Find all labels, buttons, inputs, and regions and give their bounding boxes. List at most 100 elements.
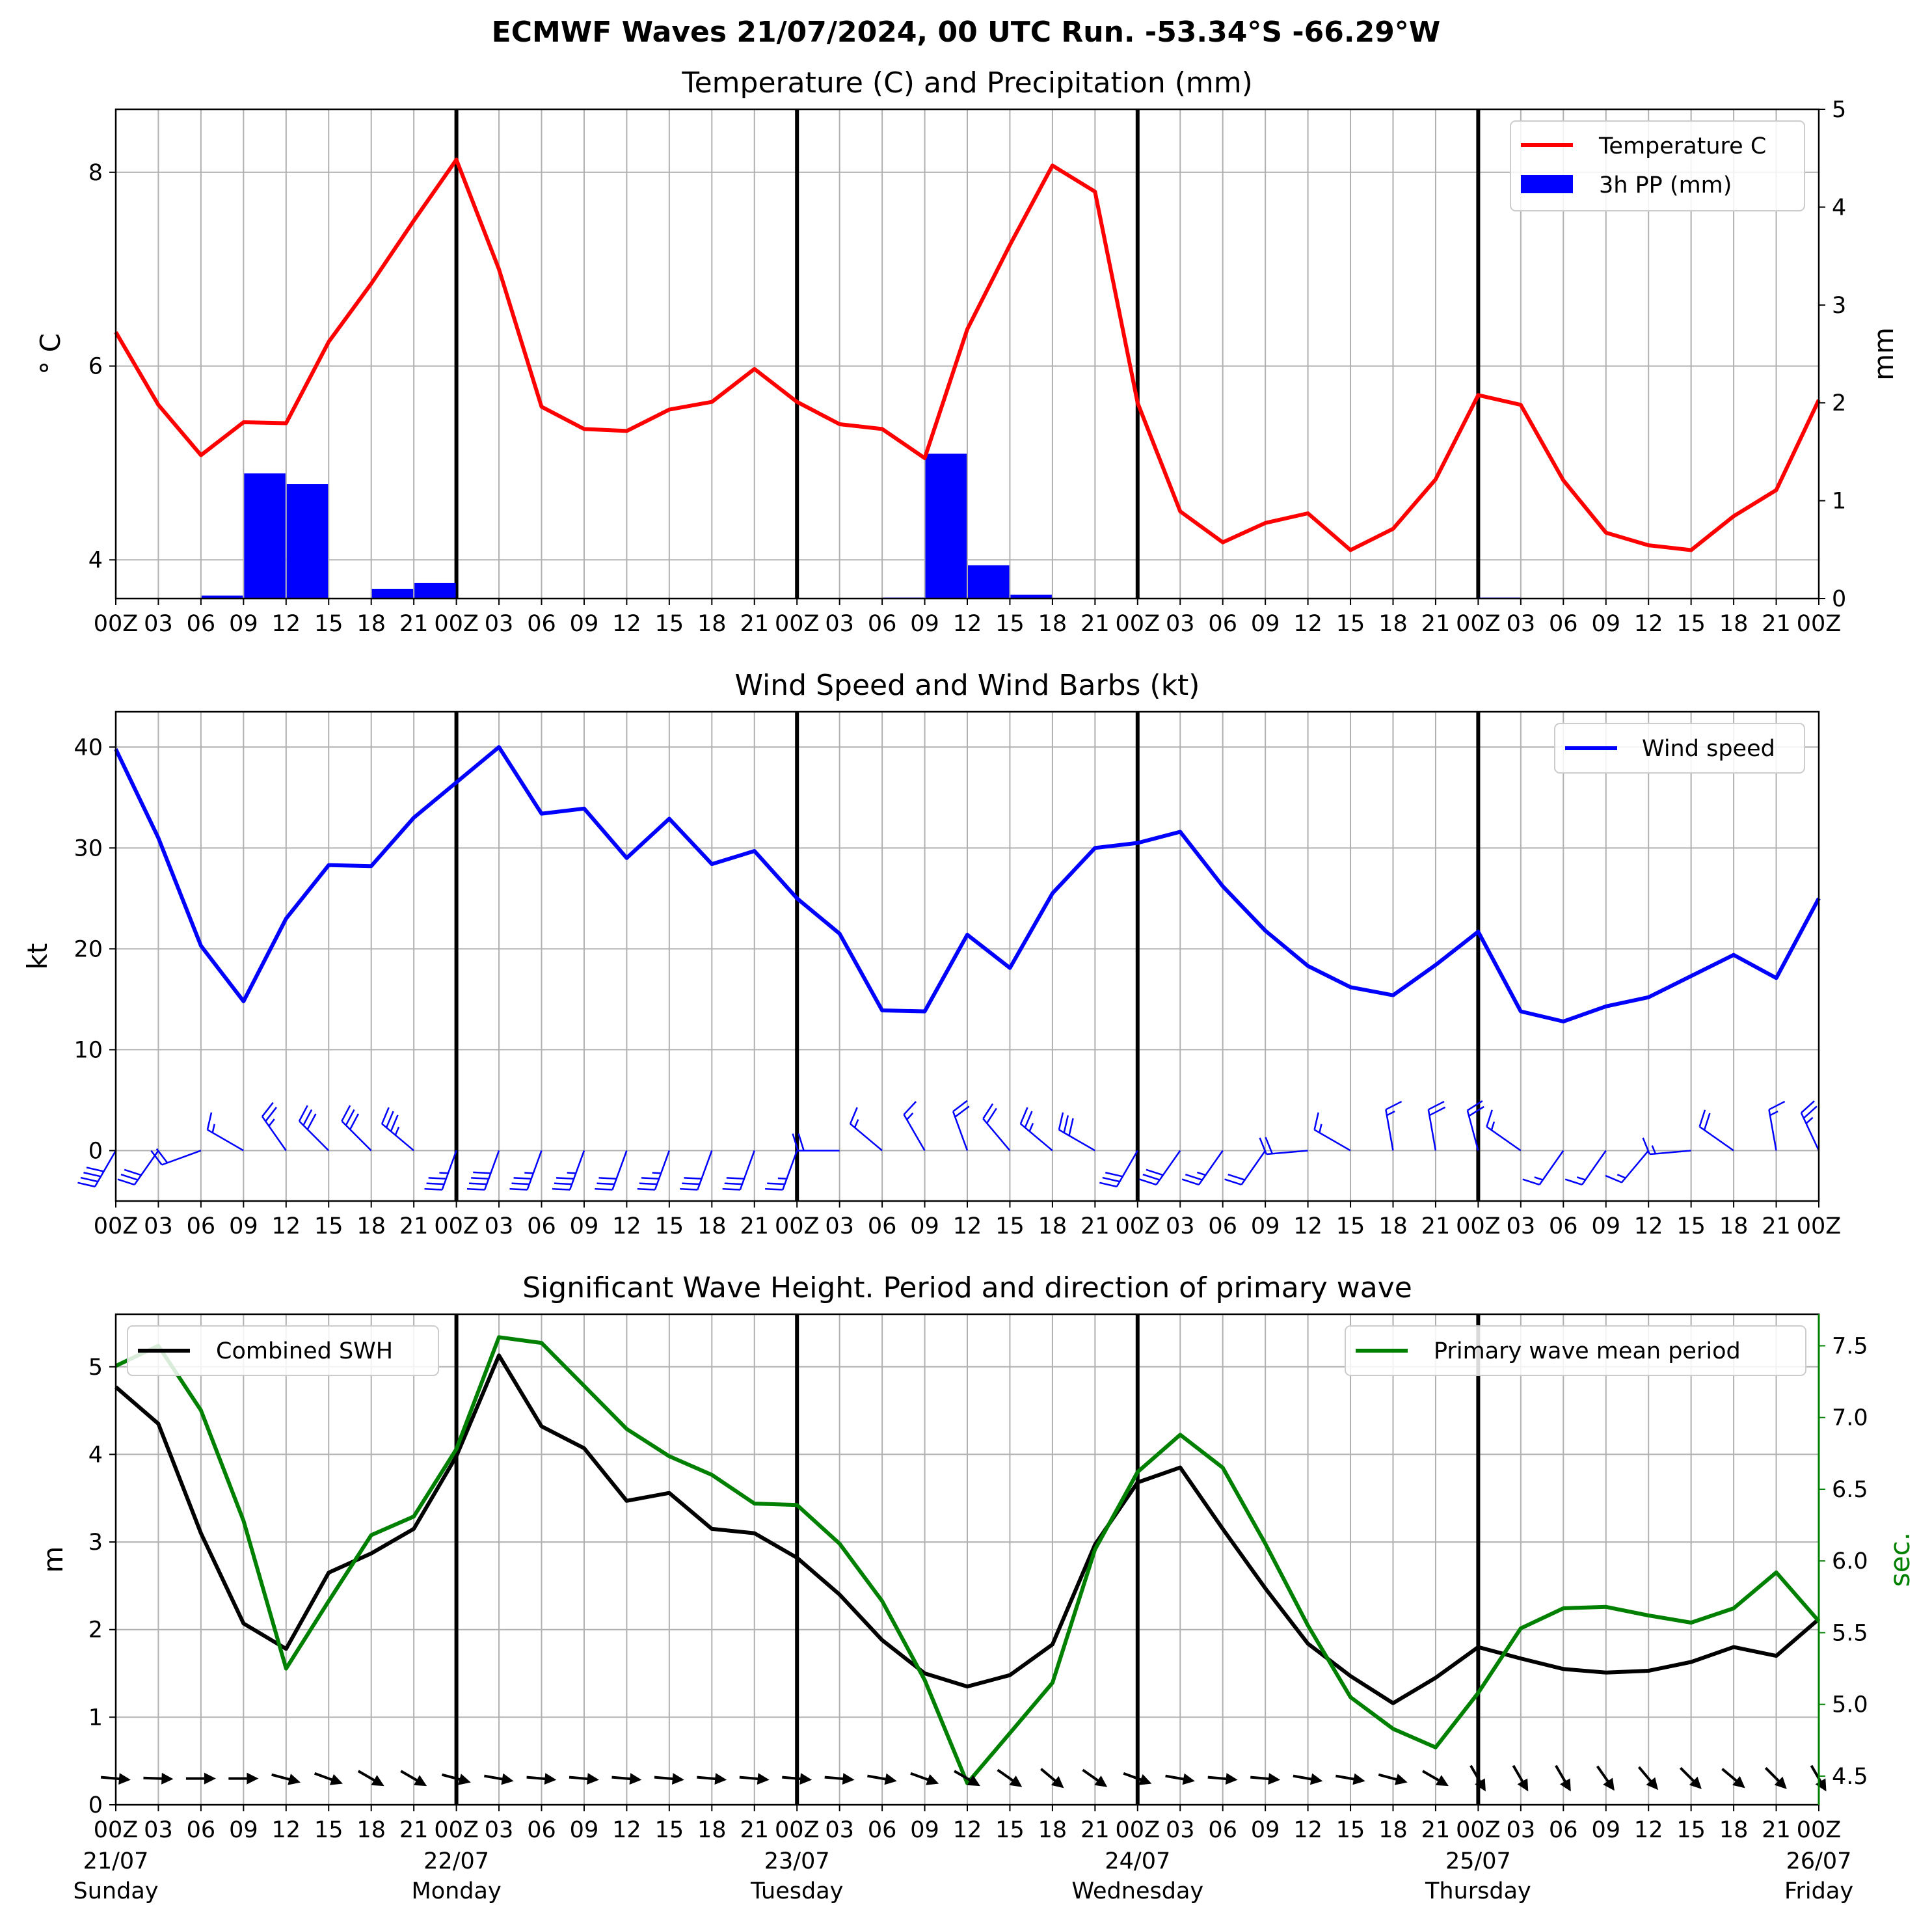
wind-barb-feather xyxy=(1605,1174,1622,1183)
precip-bar xyxy=(244,473,286,599)
y-axis-label: ° C xyxy=(34,333,66,375)
x-tick-label: 09 xyxy=(1251,1213,1280,1239)
day-name-label: Friday xyxy=(1784,1878,1853,1904)
wave-arrow-head xyxy=(1435,1775,1449,1787)
x-tick-label: 21 xyxy=(1421,611,1451,637)
wind-barb-staff xyxy=(654,1150,671,1191)
wave-direction-arrow xyxy=(1810,1764,1827,1792)
wind-barb-feather xyxy=(1105,1172,1123,1178)
x-tick-label: 06 xyxy=(868,611,897,637)
wind-barb-feather xyxy=(473,1171,491,1174)
x-tick-label: 09 xyxy=(1251,1817,1280,1843)
wave-direction-arrow xyxy=(357,1770,384,1787)
wind-barb-feather xyxy=(639,1182,658,1185)
wave-arrow-head xyxy=(1689,1776,1702,1789)
wave-direction-arrow xyxy=(1679,1766,1702,1789)
x-tick-label: 15 xyxy=(1676,611,1706,637)
wind-barb-feather xyxy=(767,1182,785,1185)
x-tick-label: 12 xyxy=(1293,1817,1322,1843)
wind-barb-feather xyxy=(306,1113,317,1130)
x-tick-label: 03 xyxy=(485,1817,514,1843)
x-tick-label: 18 xyxy=(697,611,727,637)
wind-barb-feather xyxy=(597,1182,615,1185)
x-tick-label: 12 xyxy=(1634,1817,1663,1843)
wave-direction-arrow xyxy=(1378,1773,1408,1785)
y-tick-label: 6 xyxy=(88,354,103,380)
precip-bar xyxy=(1010,594,1052,599)
wind-barb-feather xyxy=(1102,1176,1120,1183)
y-tick-label: 1 xyxy=(88,1705,103,1731)
wave-direction-arrow xyxy=(1512,1764,1529,1792)
wind-barb xyxy=(341,1105,372,1152)
x-tick-label: 21 xyxy=(1762,611,1791,637)
x-tick-label: 06 xyxy=(527,1817,556,1843)
x-tick-label: 15 xyxy=(655,611,684,637)
x-tick-label: 09 xyxy=(229,611,258,637)
wind-barb-feather xyxy=(792,1133,799,1151)
wave-direction-arrow xyxy=(185,1772,216,1785)
wind-barb-half-feather xyxy=(1651,1145,1657,1154)
x-tick-label: 21 xyxy=(399,611,429,637)
x-tick-label: 03 xyxy=(1166,611,1195,637)
wind-barb-staff xyxy=(1155,1150,1181,1185)
wind-barb xyxy=(1099,1150,1138,1188)
wave-direction-arrow xyxy=(441,1773,471,1785)
wind-barb-feather xyxy=(1564,1178,1583,1186)
wave-arrow-head xyxy=(757,1773,770,1785)
x-tick-label: 15 xyxy=(1336,1213,1365,1239)
x-tick-label: 12 xyxy=(953,1817,982,1843)
wave-arrow-head xyxy=(799,1773,812,1785)
x-tick-label: 15 xyxy=(655,1817,684,1843)
x-tick-label: 03 xyxy=(1507,611,1536,637)
day-date-label: 26/07 xyxy=(1786,1848,1852,1874)
wave-direction-arrow xyxy=(997,1768,1023,1787)
wave-direction-arrow xyxy=(1422,1770,1449,1787)
x-tick-label: 06 xyxy=(1549,611,1578,637)
wind-barb-half-feather xyxy=(439,1172,449,1174)
wind-barb-feather xyxy=(798,1133,805,1151)
wind-barb xyxy=(1522,1150,1564,1186)
wind-barb-feather xyxy=(954,1105,970,1118)
wind-barb-feather xyxy=(724,1182,743,1185)
x-tick-label: 06 xyxy=(868,1817,897,1843)
wind-barb-feather xyxy=(80,1176,98,1183)
wave-direction-arrow xyxy=(910,1772,939,1785)
x-tick-label: 21 xyxy=(1421,1817,1451,1843)
legend-box xyxy=(1510,120,1805,211)
wind-barb xyxy=(595,1150,628,1191)
x-tick-label: 03 xyxy=(1507,1817,1536,1843)
wind-barb-staff xyxy=(262,1116,287,1152)
wind-barb xyxy=(1698,1109,1734,1152)
wind-barb-feather xyxy=(381,1107,390,1124)
precip-bar xyxy=(286,484,329,599)
wind-barb-staff xyxy=(1313,1129,1351,1152)
wind-barb-feather xyxy=(1429,1106,1446,1116)
y-tick-label-right: 3 xyxy=(1832,293,1846,319)
wind-barb-staff xyxy=(1649,1150,1691,1155)
x-tick-label: 00Z xyxy=(434,1817,479,1843)
x-tick-label: 15 xyxy=(1676,1817,1706,1843)
wave-arrow-head xyxy=(1646,1777,1658,1790)
x-tick-label: 18 xyxy=(1038,611,1067,637)
x-tick-label: 18 xyxy=(1719,611,1749,637)
panel-title: Temperature (C) and Precipitation (mm) xyxy=(681,66,1253,100)
wind-barb xyxy=(1486,1109,1522,1152)
x-tick-label: 18 xyxy=(356,611,386,637)
x-tick-label: 00Z xyxy=(775,1817,820,1843)
wind-barb-feather xyxy=(1801,1100,1815,1114)
wind-barb-feather xyxy=(1703,1113,1711,1131)
x-tick-label: 21 xyxy=(399,1213,429,1239)
wave-arrow-head xyxy=(1225,1773,1238,1785)
wind-barb-half-feather xyxy=(1490,1121,1496,1131)
wind-barb-feather xyxy=(302,1109,313,1126)
wind-barb-half-feather xyxy=(652,1172,662,1174)
wind-barb-feather xyxy=(1385,1100,1402,1111)
x-tick-label: 21 xyxy=(740,1817,769,1843)
wave-arrow-head xyxy=(884,1773,897,1785)
x-tick-label: 00Z xyxy=(1116,1817,1161,1843)
y-tick-label: 0 xyxy=(88,1138,103,1164)
wave-direction-arrow xyxy=(1764,1766,1787,1789)
x-tick-label: 12 xyxy=(1293,1213,1322,1239)
day-name-label: Tuesday xyxy=(750,1878,843,1904)
